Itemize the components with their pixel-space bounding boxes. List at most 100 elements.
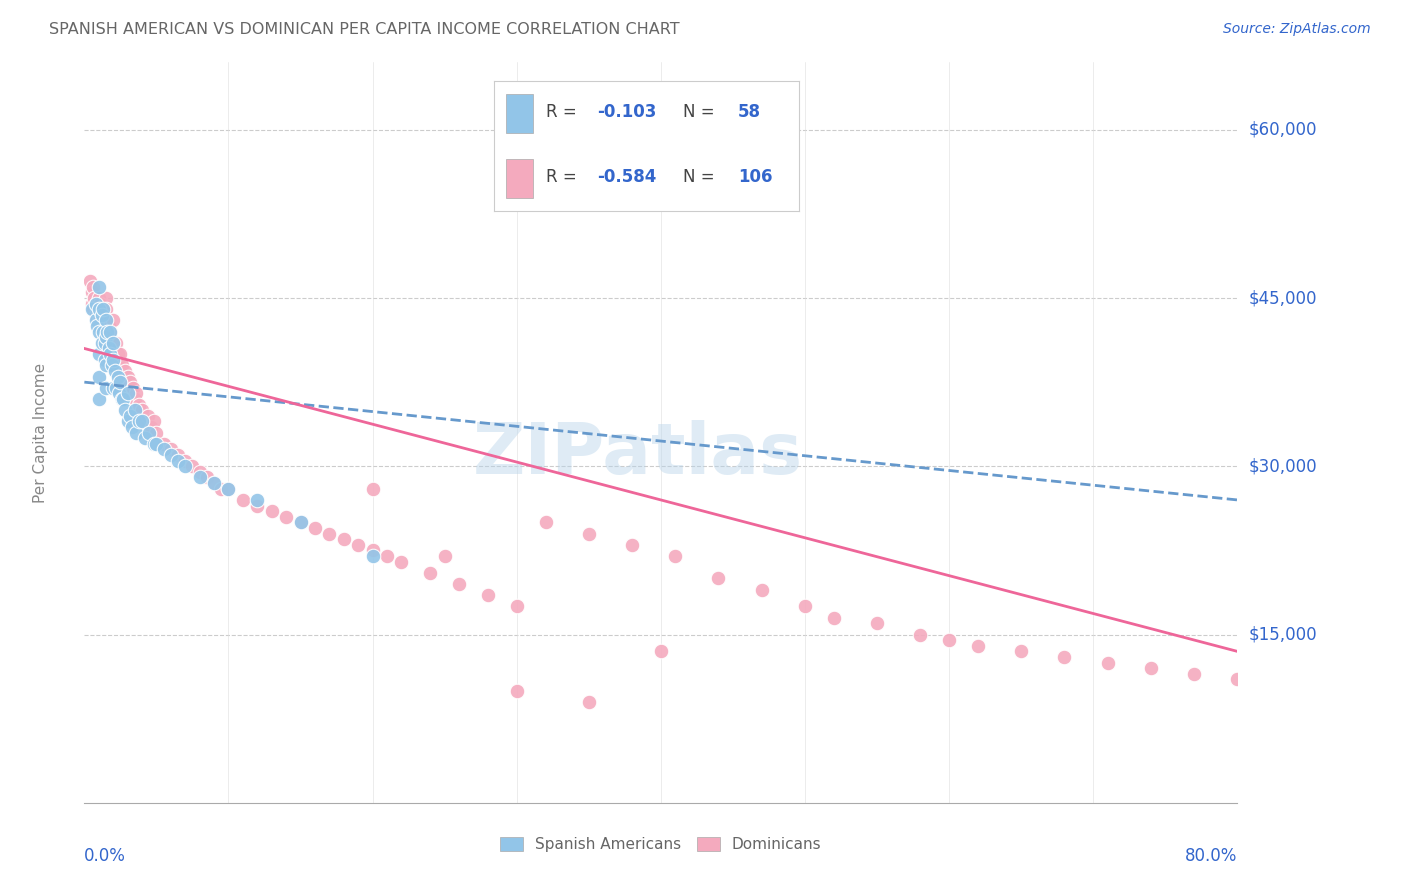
Point	[391, 555, 413, 569]
Point	[174, 459, 197, 474]
Point	[89, 296, 111, 310]
Point	[105, 381, 128, 395]
Point	[97, 335, 120, 350]
Point	[112, 392, 135, 406]
Point	[94, 313, 117, 327]
Point	[98, 325, 121, 339]
Point	[121, 420, 143, 434]
Point	[506, 599, 529, 614]
Point	[361, 549, 384, 563]
Point	[93, 325, 115, 339]
Point	[449, 577, 471, 591]
Point	[93, 335, 115, 350]
Point	[823, 610, 845, 624]
Point	[87, 347, 110, 361]
Point	[97, 319, 120, 334]
Point	[94, 291, 117, 305]
Point	[131, 414, 153, 428]
Point	[124, 392, 146, 406]
Point	[96, 330, 118, 344]
Point	[97, 342, 120, 356]
Point	[419, 566, 441, 580]
Point	[86, 319, 108, 334]
Point	[111, 359, 134, 373]
Point	[91, 302, 114, 317]
Point	[621, 538, 644, 552]
Point	[87, 302, 110, 317]
Point	[79, 274, 101, 288]
Point	[104, 347, 127, 361]
Point	[138, 425, 160, 440]
Point	[195, 470, 218, 484]
Point	[122, 381, 145, 395]
Point	[115, 375, 138, 389]
Point	[103, 381, 124, 395]
Point	[94, 359, 117, 373]
Point	[82, 302, 104, 317]
Point	[103, 335, 124, 350]
Point	[246, 492, 269, 507]
Point	[290, 516, 312, 530]
Point	[506, 683, 529, 698]
Point	[232, 492, 254, 507]
Point	[131, 403, 153, 417]
Point	[110, 364, 132, 378]
Point	[110, 375, 132, 389]
Point	[433, 549, 456, 563]
Point	[290, 516, 312, 530]
Point	[1140, 661, 1163, 675]
Point	[218, 482, 240, 496]
Point	[866, 616, 889, 631]
Point	[1182, 666, 1205, 681]
Point	[1053, 650, 1076, 665]
Point	[107, 369, 129, 384]
Point	[104, 364, 127, 378]
Point	[114, 364, 136, 378]
Text: $60,000: $60,000	[1249, 120, 1317, 139]
Point	[188, 465, 211, 479]
Point	[361, 482, 384, 496]
Point	[650, 644, 672, 658]
Text: SPANISH AMERICAN VS DOMINICAN PER CAPITA INCOME CORRELATION CHART: SPANISH AMERICAN VS DOMINICAN PER CAPITA…	[49, 22, 681, 37]
Point	[145, 437, 167, 451]
Point	[276, 509, 298, 524]
Point	[120, 409, 142, 423]
Point	[118, 381, 141, 395]
Point	[142, 414, 165, 428]
Point	[96, 325, 118, 339]
Point	[117, 369, 139, 384]
Point	[91, 325, 114, 339]
Point	[91, 325, 114, 339]
Point	[578, 695, 600, 709]
Point	[938, 633, 960, 648]
Point	[87, 369, 110, 384]
Point	[87, 280, 110, 294]
Point	[152, 437, 174, 451]
Point	[86, 302, 108, 317]
Point	[111, 392, 134, 406]
Point	[94, 319, 117, 334]
Point	[751, 582, 773, 597]
Legend: Spanish Americans, Dominicans: Spanish Americans, Dominicans	[494, 830, 828, 858]
Point	[125, 386, 148, 401]
Point	[128, 398, 150, 412]
Point	[139, 420, 162, 434]
Point	[534, 516, 557, 530]
Point	[110, 347, 132, 361]
Point	[84, 313, 107, 327]
Point	[87, 302, 110, 317]
Point	[578, 526, 600, 541]
Point	[333, 532, 356, 546]
Point	[105, 335, 128, 350]
Point	[1097, 656, 1119, 670]
Point	[181, 459, 204, 474]
Point	[87, 313, 110, 327]
Point	[174, 453, 197, 467]
Point	[117, 414, 139, 428]
Point	[304, 521, 326, 535]
Point	[967, 639, 990, 653]
Point	[103, 335, 124, 350]
Point	[361, 543, 384, 558]
Point	[121, 386, 143, 401]
Point	[93, 352, 115, 367]
